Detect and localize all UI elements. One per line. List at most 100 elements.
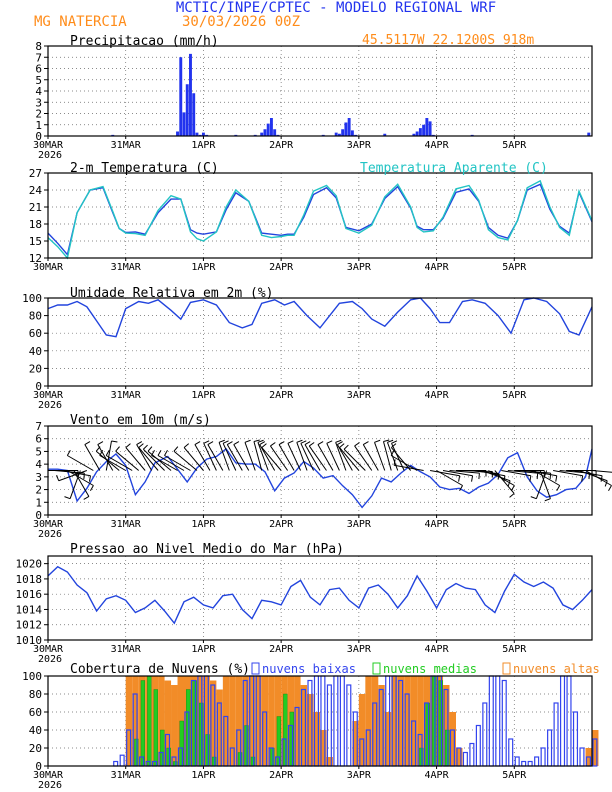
wind-barb-feather <box>203 440 210 444</box>
cloud-mid-bar <box>211 756 217 767</box>
wind-barb-feather <box>164 450 168 456</box>
cloud-mid-bar <box>237 752 243 767</box>
cloud-high-bar <box>300 685 308 766</box>
wind-barb-shaft <box>390 455 418 471</box>
cloud-high-bar <box>255 676 262 766</box>
wind-barb-shaft <box>99 455 126 471</box>
wind-barb-feather <box>227 441 233 445</box>
wind-barb <box>95 446 120 471</box>
rh-title: Umidade Relativa em 2m (%) <box>70 286 274 301</box>
cloud-low-bar <box>469 742 475 767</box>
clouds-xtick-label: 30MAR <box>33 770 64 781</box>
wind-barb-shaft <box>308 445 327 471</box>
clouds-xtick-label: 3APR <box>347 770 372 781</box>
wind-barb <box>151 450 178 471</box>
wind-barb <box>287 440 302 471</box>
cloud-high-bar <box>384 712 392 766</box>
wind-barb-feather <box>151 450 155 456</box>
wind-barb <box>527 470 558 482</box>
cloud-low-bar <box>495 675 501 767</box>
wind-barb-feather <box>317 441 324 445</box>
clouds-year-label: 2026 <box>38 780 62 791</box>
cloud-low-bar <box>119 754 125 767</box>
wind-ytick-label: 6 <box>35 433 42 446</box>
precip-year-label: 2026 <box>38 150 62 161</box>
clouds-ytick-label: 60 <box>29 706 42 719</box>
precip-ytick-label: 5 <box>35 74 42 87</box>
wind-barb-feather <box>56 474 60 481</box>
wind-barb-shaft <box>257 442 269 471</box>
wind-barb-feather <box>343 444 349 450</box>
wind-barb-feather <box>99 450 104 456</box>
rh-xtick-label: 31MAR <box>111 390 142 401</box>
temp-xtick-label: 5APR <box>502 262 527 273</box>
precip-ytick-label: 8 <box>35 40 42 53</box>
header-title: MCTIC/INPE/CPTEC - MODELO REGIONAL WRF <box>176 0 496 16</box>
cloud-low-bar <box>553 702 559 767</box>
temp-xtick-label: 30MAR <box>33 262 64 273</box>
wind-barb <box>304 441 321 471</box>
cloud-high-bar <box>125 676 133 766</box>
wind-barb-shaft <box>58 470 88 482</box>
pressure-series-line <box>47 565 593 625</box>
wind-barb-shaft <box>374 442 386 471</box>
precip-ytick-label: 1 <box>35 119 42 132</box>
wind-barb <box>339 443 360 471</box>
wind-barb <box>354 442 373 471</box>
wind-barb <box>326 440 340 471</box>
wind-barb-feather <box>510 485 515 491</box>
cloud-high-bar <box>391 676 398 766</box>
rh-ytick-label: 60 <box>29 327 42 340</box>
wind-barb-shaft <box>183 447 204 471</box>
cloud-high-bar <box>397 676 405 766</box>
cloud-mid-bar <box>419 747 424 767</box>
cloud-mid-bar <box>425 702 430 767</box>
clouds-ytick-label: 80 <box>29 688 42 701</box>
wind-barb <box>382 439 392 471</box>
wind-barb <box>125 443 146 471</box>
cloud-low-bar <box>488 675 494 767</box>
wind-barb-feather <box>257 439 264 443</box>
cloud-low-bar <box>540 747 546 767</box>
precip-bar <box>179 57 183 136</box>
cloud-high-bar <box>203 676 210 766</box>
cloud-low-bar <box>113 760 119 767</box>
cloud-high-bar <box>268 676 275 766</box>
cloud-high-bar <box>222 676 230 766</box>
wind-barb <box>164 450 191 471</box>
rh-series-line <box>47 297 593 338</box>
wind-barb-feather <box>97 441 104 445</box>
cloud-high-bar <box>229 676 236 766</box>
wind-barb-shaft <box>393 464 424 471</box>
wind-barb <box>391 443 412 471</box>
pressure-xtick-label: 30MAR <box>33 644 64 655</box>
cloud-mid-bar <box>179 720 184 767</box>
cloud-mid-bar <box>276 716 282 767</box>
wind-barb-feather <box>105 450 110 456</box>
cloud-mid-bar <box>283 693 288 767</box>
pressure-xtick-label: 3APR <box>347 644 372 655</box>
rh-xtick-label: 5APR <box>502 390 527 401</box>
temp-ytick-label: 21 <box>29 201 42 214</box>
rh-ytick-label: 100 <box>22 292 42 305</box>
wind-barb <box>226 441 243 471</box>
wind-barb-feather <box>287 440 294 444</box>
wind-barb <box>138 443 159 471</box>
temp-ytick-label: 18 <box>29 218 42 231</box>
wind-title: Vento em 10m (m/s) <box>70 413 211 428</box>
precip-bar <box>422 124 426 136</box>
temp-xtick-label: 2APR <box>269 262 294 273</box>
wind-barb <box>393 459 424 471</box>
cloud-high-bar <box>294 676 301 766</box>
precip-bar <box>195 132 199 136</box>
wind-barb <box>257 439 269 471</box>
header-station: MG NATERCIA <box>34 14 127 30</box>
wind-barb-feather <box>278 441 285 445</box>
wind-barb <box>591 470 612 473</box>
wind-barb-shaft <box>97 444 114 471</box>
wind-barb-shaft <box>69 470 81 499</box>
wind-barb-shaft <box>578 470 608 482</box>
cloud-high-bar <box>164 680 172 766</box>
cloud-low-bar <box>482 702 488 767</box>
